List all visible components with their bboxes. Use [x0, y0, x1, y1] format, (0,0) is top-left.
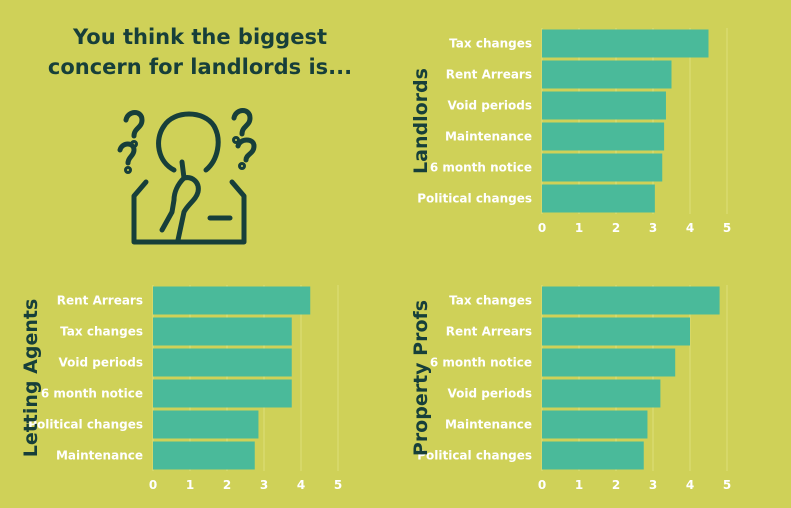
bar [542, 348, 676, 377]
tick-label: 4 [686, 221, 694, 235]
bar [542, 122, 665, 151]
headline-line-2: concern for landlords is... [47, 55, 353, 79]
tick-label: 2 [223, 478, 231, 492]
category-label: Political changes [417, 449, 532, 463]
category-label: Political changes [28, 418, 143, 432]
bar [153, 441, 255, 470]
category-label: Tax changes [449, 37, 532, 51]
bar [153, 348, 292, 377]
tick-label: 4 [686, 478, 694, 492]
group-label: Property Profs [410, 300, 432, 456]
tick-label: 1 [186, 478, 194, 492]
category-label: Void periods [59, 356, 144, 370]
category-label: Tax changes [60, 325, 143, 339]
bar [542, 60, 672, 89]
group-label: Landlords [410, 68, 432, 174]
tick-label: 5 [723, 221, 731, 235]
bar [542, 91, 666, 120]
headline: You think the biggest concern for landlo… [40, 22, 360, 82]
tick-label: 1 [575, 478, 583, 492]
category-label: Rent Arrears [57, 294, 143, 308]
chart-property-profs: Tax changes Rent Arrears 6 month notice Voi… [410, 285, 731, 492]
tick-label: 3 [649, 221, 657, 235]
tick-label: 4 [297, 478, 305, 492]
category-label: Maintenance [445, 130, 532, 144]
category-label: Void periods [448, 99, 533, 113]
category-label: Rent Arrears [446, 325, 532, 339]
tick-label: 1 [575, 221, 583, 235]
bar [542, 410, 648, 439]
category-label: 6 month notice [430, 356, 532, 370]
bar [542, 153, 663, 182]
bar [542, 379, 661, 408]
category-label: Maintenance [56, 449, 143, 463]
bar [153, 317, 292, 346]
bar [542, 184, 655, 213]
bar [153, 410, 259, 439]
tick-label: 3 [649, 478, 657, 492]
person-thinking-question-marks-icon [117, 108, 257, 245]
category-label: 6 month notice [430, 161, 532, 175]
chart-letting-agents: Rent Arrears Tax changes Void periods 6 mon… [20, 285, 342, 492]
category-label: Maintenance [445, 418, 532, 432]
category-label: Political changes [417, 192, 532, 206]
chart-landlords: Tax changes Rent Arrears Void periods Maint… [410, 28, 731, 235]
bar [542, 441, 644, 470]
tick-label: 2 [612, 478, 620, 492]
tick-label: 5 [723, 478, 731, 492]
tick-label: 0 [538, 221, 546, 235]
bar [542, 286, 720, 315]
group-label: Letting Agents [20, 299, 42, 458]
bar [542, 29, 709, 58]
tick-label: 2 [612, 221, 620, 235]
tick-label: 0 [538, 478, 546, 492]
tick-label: 0 [149, 478, 157, 492]
headline-line-1: You think the biggest [73, 25, 327, 49]
bar [153, 286, 311, 315]
category-label: Void periods [448, 387, 533, 401]
category-label: Rent Arrears [446, 68, 532, 82]
tick-label: 5 [334, 478, 342, 492]
tick-label: 3 [260, 478, 268, 492]
bar [153, 379, 292, 408]
bar [542, 317, 690, 346]
category-label: 6 month notice [41, 387, 143, 401]
category-label: Tax changes [449, 294, 532, 308]
